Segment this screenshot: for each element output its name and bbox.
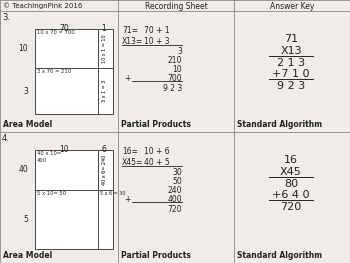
- Text: +: +: [124, 74, 130, 83]
- Text: 16: 16: [284, 155, 298, 165]
- Text: Area Model: Area Model: [3, 120, 52, 129]
- Text: 40 x 6= 240: 40 x 6= 240: [102, 155, 107, 185]
- Text: 5: 5: [23, 215, 28, 224]
- Text: 70: 70: [59, 24, 69, 33]
- Text: 3 x 70 = 210: 3 x 70 = 210: [37, 69, 71, 74]
- Text: 3: 3: [177, 47, 182, 56]
- Text: © TeachingnPink 2016: © TeachingnPink 2016: [3, 2, 82, 9]
- Text: 5 x 10= 50: 5 x 10= 50: [37, 191, 66, 196]
- Text: 3 x 1 = 3: 3 x 1 = 3: [102, 80, 107, 102]
- Text: X13: X13: [280, 46, 302, 56]
- Text: 40 + 5: 40 + 5: [144, 158, 170, 167]
- Text: 50: 50: [172, 177, 182, 186]
- Text: 720: 720: [280, 202, 302, 212]
- Text: 10 + 6: 10 + 6: [144, 147, 170, 156]
- Text: 10 + 3: 10 + 3: [144, 37, 170, 46]
- Text: 40: 40: [18, 165, 28, 174]
- Text: X45: X45: [280, 167, 302, 177]
- Text: Area Model: Area Model: [3, 251, 52, 260]
- Text: 10: 10: [59, 145, 69, 154]
- Text: 71: 71: [284, 34, 298, 44]
- Text: 700: 700: [167, 74, 182, 83]
- Text: 10 x 70 = 700: 10 x 70 = 700: [37, 30, 75, 35]
- Text: X45=: X45=: [122, 158, 144, 167]
- Text: 80: 80: [284, 179, 298, 189]
- Text: X13=: X13=: [122, 37, 143, 46]
- Text: 4.: 4.: [2, 134, 10, 143]
- Text: Standard Algorithm: Standard Algorithm: [237, 251, 322, 260]
- Text: 240: 240: [168, 186, 182, 195]
- Text: 10: 10: [172, 65, 182, 74]
- Text: 70 + 1: 70 + 1: [144, 26, 170, 35]
- Text: 9 2 3: 9 2 3: [277, 81, 305, 91]
- Text: Standard Algorithm: Standard Algorithm: [237, 120, 322, 129]
- Text: 1: 1: [102, 24, 106, 33]
- Text: 720: 720: [168, 205, 182, 214]
- Text: 5 x 6 = 30: 5 x 6 = 30: [100, 191, 126, 196]
- Text: 3: 3: [23, 87, 28, 95]
- Text: 10: 10: [18, 44, 28, 53]
- Text: +7 1 0: +7 1 0: [272, 69, 310, 79]
- Text: 71=: 71=: [122, 26, 138, 35]
- Text: 40 x 10=: 40 x 10=: [37, 151, 61, 156]
- Text: 6: 6: [102, 145, 106, 154]
- Text: Answer Key: Answer Key: [270, 2, 314, 11]
- Text: 30: 30: [172, 168, 182, 177]
- Text: +6 4 0: +6 4 0: [272, 190, 310, 200]
- Text: Recording Sheet: Recording Sheet: [145, 2, 207, 11]
- Text: 10 x 1 = 10: 10 x 1 = 10: [102, 34, 107, 63]
- Text: 9 2 3: 9 2 3: [163, 84, 182, 93]
- Text: 210: 210: [168, 56, 182, 65]
- Bar: [35, 150, 113, 249]
- Text: +: +: [124, 195, 130, 204]
- Text: 2 1 3: 2 1 3: [277, 58, 305, 68]
- Text: 16=: 16=: [122, 147, 138, 156]
- Text: 3.: 3.: [2, 13, 10, 22]
- Text: 400: 400: [37, 158, 47, 163]
- Text: Partial Products: Partial Products: [121, 251, 191, 260]
- Text: 400: 400: [167, 195, 182, 204]
- Bar: [35, 29, 113, 114]
- Text: Partial Products: Partial Products: [121, 120, 191, 129]
